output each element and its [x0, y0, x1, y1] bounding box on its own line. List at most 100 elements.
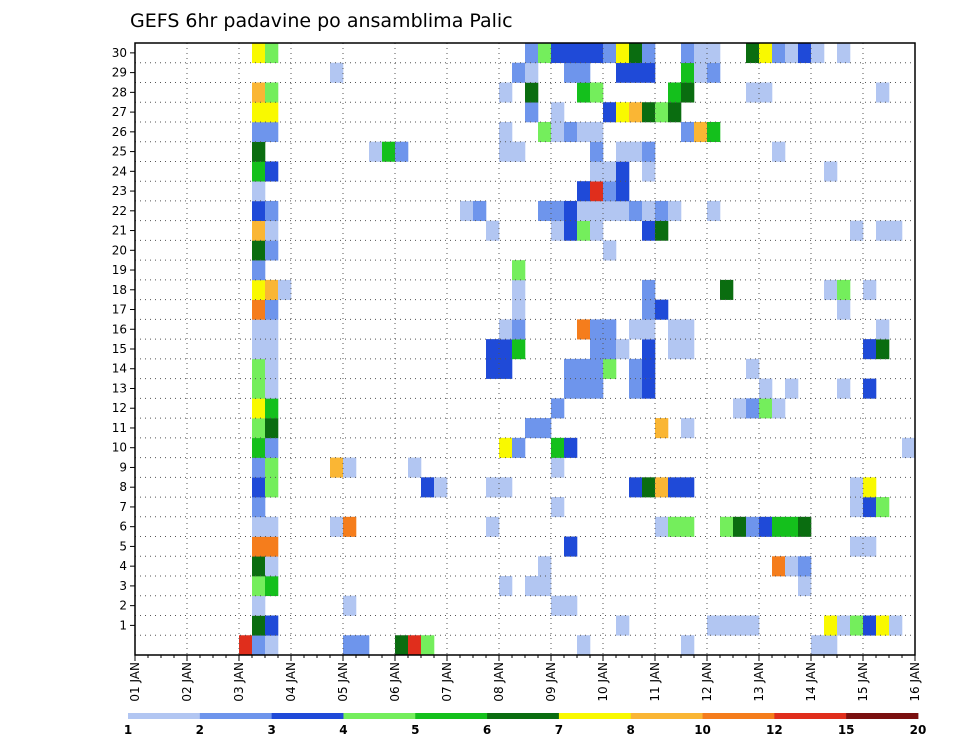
- y-tick-label: 29: [112, 66, 127, 80]
- heatmap-cell: [707, 200, 721, 221]
- heatmap-cell: [902, 437, 916, 458]
- heatmap-cell: [616, 339, 630, 360]
- heatmap-cell: [837, 299, 851, 320]
- heatmap-cell: [525, 418, 539, 439]
- x-tick-label: 08 JAN: [492, 662, 506, 702]
- chart-title: GEFS 6hr padavine po ansamblima Palic: [130, 10, 513, 32]
- heatmap-cell: [330, 457, 344, 478]
- heatmap-cell: [512, 319, 526, 340]
- heatmap-cell: [525, 62, 539, 83]
- heatmap-cell: [629, 141, 643, 162]
- heatmap-cell: [603, 161, 617, 182]
- heatmap-cell: [824, 615, 838, 636]
- y-tick-label: 17: [112, 303, 127, 317]
- heatmap-cell: [590, 43, 604, 64]
- heatmap-cell: [629, 43, 643, 64]
- heatmap-cell: [265, 121, 279, 143]
- heatmap-cell: [538, 121, 552, 143]
- heatmap-cell: [252, 339, 266, 360]
- heatmap-cell: [642, 279, 656, 300]
- heatmap-cell: [252, 43, 266, 64]
- heatmap-cell: [876, 339, 890, 360]
- heatmap-cell: [577, 43, 591, 64]
- heatmap-cell: [278, 279, 292, 300]
- heatmap-cell: [265, 378, 279, 399]
- heatmap-cell: [681, 319, 695, 340]
- heatmap-cell: [330, 62, 344, 83]
- heatmap-cell: [889, 615, 903, 636]
- x-tick-label: 14 JAN: [804, 662, 818, 702]
- heatmap-cell: [746, 358, 760, 379]
- colorbar-label: 2: [196, 723, 204, 737]
- heatmap-cell: [629, 102, 643, 123]
- y-tick-label: 27: [112, 105, 127, 119]
- heatmap-cell: [434, 477, 448, 498]
- heatmap-cell: [876, 497, 890, 518]
- heatmap-cell: [603, 319, 617, 340]
- heatmap-cell: [265, 398, 279, 419]
- heatmap-cell: [759, 516, 773, 537]
- heatmap-cell: [486, 220, 500, 241]
- heatmap-cell: [642, 299, 656, 320]
- x-tick-label: 13 JAN: [752, 662, 766, 702]
- heatmap-cell: [850, 477, 864, 498]
- heatmap-cell: [252, 536, 266, 557]
- heatmap-cell: [538, 418, 552, 439]
- heatmap-cell: [811, 635, 825, 656]
- y-tick-label: 10: [112, 441, 127, 455]
- heatmap-cell: [616, 161, 630, 182]
- heatmap-cell: [642, 141, 656, 162]
- heatmap-cell: [265, 319, 279, 340]
- heatmap-cell: [252, 299, 266, 320]
- heatmap-cell: [668, 516, 682, 537]
- heatmap-cell: [564, 43, 578, 64]
- heatmap-cell: [603, 358, 617, 379]
- heatmap-cell: [655, 516, 669, 537]
- heatmap-cell: [551, 457, 565, 478]
- heatmap-cell: [798, 516, 812, 537]
- heatmap-cell: [343, 457, 357, 478]
- heatmap-cell: [525, 576, 539, 597]
- heatmap-cell: [577, 358, 591, 379]
- heatmap-cells: [239, 43, 916, 656]
- heatmap-cell: [681, 477, 695, 498]
- heatmap-cell: [746, 516, 760, 537]
- heatmap-cell: [616, 141, 630, 162]
- heatmap-cell: [265, 161, 279, 182]
- y-axis: 1234567891011121314151617181920212223242…: [112, 46, 135, 632]
- heatmap-cell: [252, 319, 266, 340]
- heatmap-cell: [629, 319, 643, 340]
- heatmap-cell: [265, 279, 279, 300]
- heatmap-cell: [551, 497, 565, 518]
- x-tick-label: 01 JAN: [128, 662, 142, 702]
- heatmap-cell: [837, 615, 851, 636]
- heatmap-cell: [655, 200, 669, 221]
- heatmap-cell: [590, 378, 604, 399]
- x-tick-label: 04 JAN: [284, 662, 298, 702]
- heatmap-cell: [577, 635, 591, 656]
- heatmap-cell: [564, 121, 578, 143]
- heatmap-cell: [499, 437, 513, 458]
- heatmap-cell: [642, 161, 656, 182]
- heatmap-cell: [512, 141, 526, 162]
- colorbar-label: 15: [838, 723, 855, 737]
- colorbar-segment: [774, 713, 847, 719]
- heatmap-cell: [499, 358, 513, 379]
- heatmap-cell: [629, 62, 643, 83]
- heatmap-cell: [746, 615, 760, 636]
- heatmap-cell: [772, 43, 786, 64]
- heatmap-cell: [694, 62, 708, 83]
- heatmap-cell: [603, 339, 617, 360]
- x-tick-label: 07 JAN: [440, 662, 454, 702]
- heatmap-cell: [642, 378, 656, 399]
- heatmap-cell: [629, 200, 643, 221]
- heatmap-cell: [252, 220, 266, 241]
- heatmap-cell: [265, 576, 279, 597]
- heatmap-cell: [343, 635, 357, 656]
- heatmap-cell: [265, 457, 279, 478]
- heatmap-cell: [551, 220, 565, 241]
- heatmap-cell: [564, 200, 578, 221]
- heatmap-cell: [265, 358, 279, 379]
- y-tick-label: 26: [112, 125, 127, 139]
- heatmap-cell: [642, 339, 656, 360]
